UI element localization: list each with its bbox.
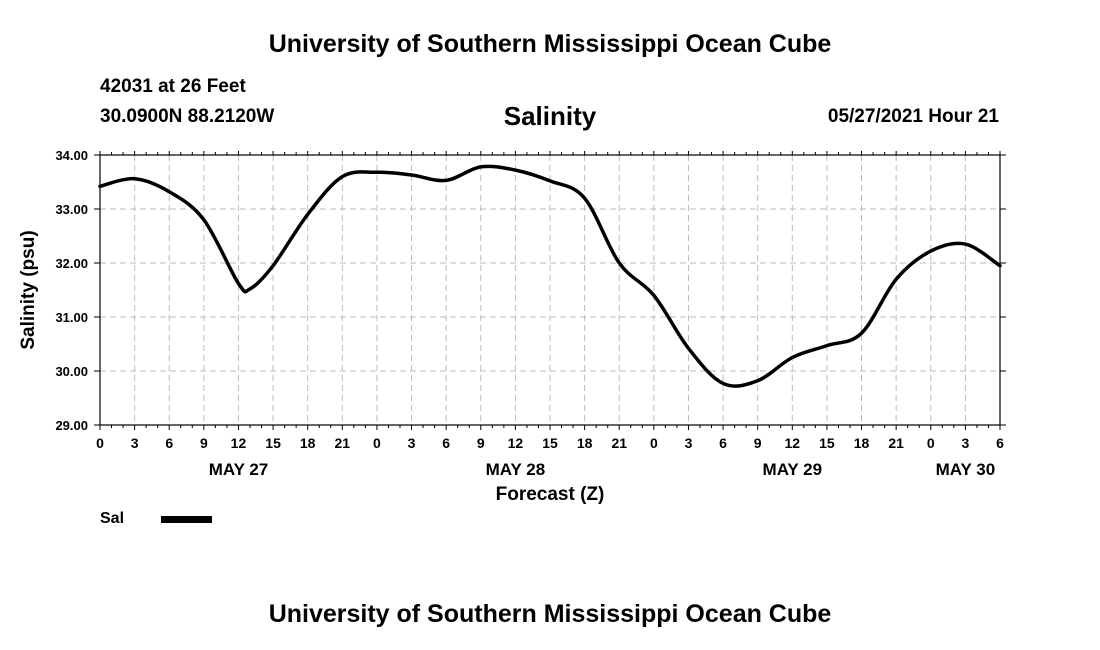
y-tick-label: 33.00 bbox=[55, 202, 88, 217]
x-tick-label: 0 bbox=[650, 435, 658, 451]
x-tick-label: 0 bbox=[373, 435, 381, 451]
x-tick-label: 9 bbox=[754, 435, 762, 451]
x-tick-label: 12 bbox=[508, 435, 524, 451]
y-axis-label: Salinity (psu) bbox=[18, 230, 39, 349]
legend-swatch bbox=[161, 516, 212, 523]
y-tick-label: 32.00 bbox=[55, 256, 88, 271]
series-line-sal bbox=[98, 164, 1002, 388]
date-label: MAY 27 bbox=[209, 460, 269, 479]
x-tick-label: 3 bbox=[131, 435, 139, 451]
x-tick-label: 18 bbox=[577, 435, 593, 451]
x-tick-label: 6 bbox=[996, 435, 1004, 451]
salinity-chart: 29.00 30.00 31.00 32.00 33.00 34.00 0 3 6 9 12 15 18… bbox=[18, 148, 1006, 505]
x-tick-label: 15 bbox=[819, 435, 835, 451]
legend-label: Sal bbox=[100, 510, 125, 527]
y-tick-label: 31.00 bbox=[55, 310, 88, 325]
x-tick-label: 3 bbox=[685, 435, 693, 451]
x-tick-label: 15 bbox=[542, 435, 558, 451]
x-tick-label: 6 bbox=[165, 435, 173, 451]
x-tick-label: 6 bbox=[442, 435, 450, 451]
date-label: MAY 29 bbox=[763, 460, 823, 479]
x-tick-label: 21 bbox=[888, 435, 904, 451]
plot-frame bbox=[99, 154, 1001, 426]
timestamp-label: 05/27/2021 Hour 21 bbox=[827, 106, 999, 127]
x-tick-label: 3 bbox=[961, 435, 969, 451]
x-tick-label: 18 bbox=[854, 435, 870, 451]
station-label: 42031 at 26 Feet bbox=[100, 76, 246, 97]
date-label: MAY 28 bbox=[486, 460, 546, 479]
x-tick-label: 15 bbox=[265, 435, 281, 451]
x-tick-label: 6 bbox=[719, 435, 727, 451]
coordinates-label: 30.0900N 88.2120W bbox=[100, 106, 275, 127]
x-axis-label: Forecast (Z) bbox=[496, 484, 605, 505]
x-tick-label: 0 bbox=[96, 435, 104, 451]
y-tick-label: 34.00 bbox=[55, 148, 88, 163]
y-tick-label: 29.00 bbox=[55, 418, 88, 433]
chart-title: University of Southern Mississippi Ocean… bbox=[268, 30, 832, 58]
x-tick-label: 21 bbox=[335, 435, 351, 451]
x-tick-label: 3 bbox=[408, 435, 416, 451]
x-tick-label: 12 bbox=[231, 435, 247, 451]
date-label: MAY 30 bbox=[936, 460, 996, 479]
y-tick-label: 30.00 bbox=[55, 364, 88, 379]
parameter-title: Salinity bbox=[503, 101, 597, 131]
footer-title: University of Southern Mississippi Ocean… bbox=[268, 600, 832, 628]
x-tick-label: 9 bbox=[477, 435, 485, 451]
x-tick-label: 0 bbox=[927, 435, 935, 451]
x-tick-label: 18 bbox=[300, 435, 316, 451]
x-tick-label: 21 bbox=[611, 435, 627, 451]
x-tick-label: 12 bbox=[785, 435, 801, 451]
x-tick-label: 9 bbox=[200, 435, 208, 451]
